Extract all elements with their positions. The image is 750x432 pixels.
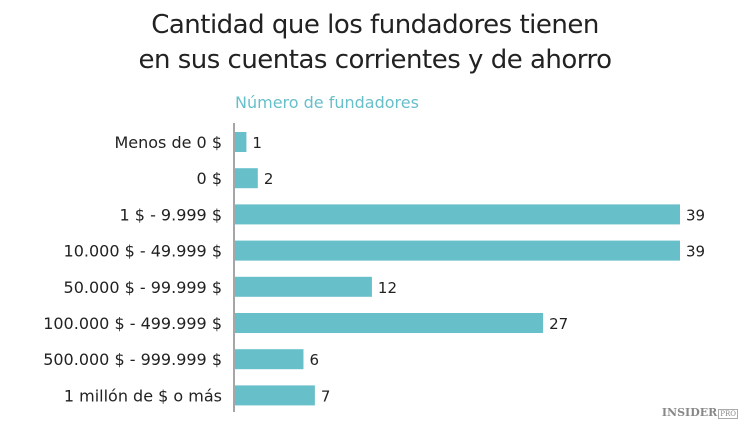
- title-line-2: en sus cuentas corrientes y de ahorro: [138, 45, 612, 75]
- category-label: 1 millón de $ o más: [64, 386, 222, 405]
- value-label: 27: [549, 315, 568, 333]
- bar: [235, 168, 258, 189]
- value-label: 7: [321, 387, 331, 405]
- bar: [235, 385, 315, 406]
- insider-pro-logo: INSIDER PRO: [662, 406, 738, 419]
- category-label: 0 $: [197, 169, 222, 188]
- bar: [235, 349, 304, 370]
- value-label: 6: [309, 351, 319, 369]
- bar: [235, 204, 680, 225]
- category-label: 100.000 $ - 499.999 $: [43, 314, 222, 333]
- category-label: 1 $ - 9.999 $: [120, 205, 222, 224]
- category-label: 10.000 $ - 49.999 $: [64, 242, 222, 261]
- chart-subtitle: Número de fundadores: [235, 93, 419, 112]
- title-line-1: Cantidad que los fundadores tienen: [151, 10, 599, 40]
- value-label: 12: [378, 279, 397, 297]
- category-label: 500.000 $ - 999.999 $: [43, 350, 222, 369]
- value-label: 39: [686, 206, 705, 224]
- bar: [235, 276, 372, 297]
- bar: [235, 313, 544, 333]
- category-label: 50.000 $ - 99.999 $: [64, 278, 222, 297]
- value-label: 1: [252, 134, 262, 152]
- logo-text: INSIDER: [661, 406, 718, 419]
- bar: [235, 240, 680, 261]
- logo-badge: PRO: [718, 409, 738, 419]
- value-label: 2: [264, 170, 274, 188]
- value-label: 39: [686, 243, 705, 261]
- chart-title: Cantidad que los fundadores tienen en su…: [0, 8, 750, 78]
- category-label: Menos de 0 $: [114, 133, 222, 152]
- bar: [235, 132, 247, 152]
